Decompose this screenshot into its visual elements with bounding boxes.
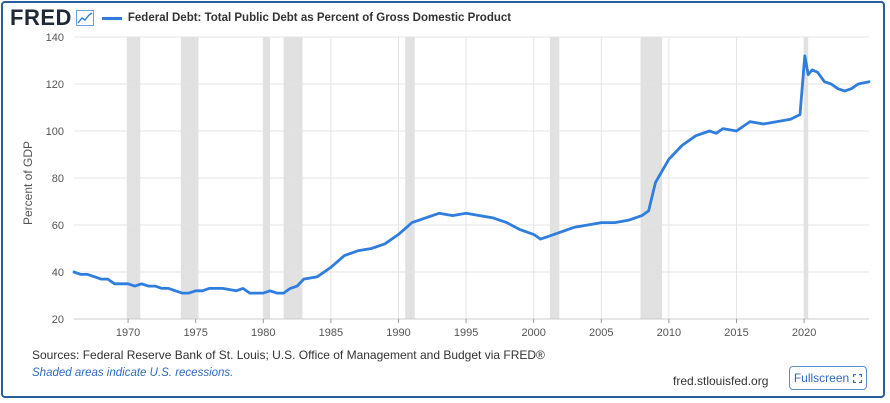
x-tick-label: 2010 [657,327,681,339]
x-tick-label: 2020 [792,327,816,339]
x-tick-label: 2005 [589,327,613,339]
x-tick-label: 1990 [386,327,410,339]
legend-label: Federal Debt: Total Public Debt as Perce… [127,12,512,24]
y-tick-label: 40 [52,267,64,279]
chart-frame [1,1,885,398]
y-tick-label: 60 [52,220,64,232]
x-tick-label: 1980 [251,327,275,339]
chart-header: FRED Federal Debt: Total Public Debt as … [10,5,512,30]
axes: 20 40 60 80 100 120 140 1970 1975 1980 1985 1990 199… [46,32,869,339]
site-link[interactable]: fred.stlouisfed.org [673,374,769,388]
line-graph-icon [75,10,94,26]
y-tick-label: 20 [52,314,64,326]
legend-swatch [101,16,122,20]
x-tick-label: 1970 [116,327,140,339]
y-tick-label: 140 [46,32,64,44]
fullscreen-label: Fullscreen [793,371,850,385]
y-axis-label: Percent of GDP [21,141,35,225]
x-tick-label: 2000 [521,327,545,339]
y-tick-label: 120 [46,79,64,91]
series-line-group [72,54,871,295]
x-tick-label: 2015 [724,327,748,339]
expand-icon [853,373,863,383]
x-tick-label: 1995 [454,327,478,339]
y-tick-label: 80 [52,173,64,185]
fullscreen-button[interactable]: Fullscreen [789,366,867,390]
x-tick-label: 1985 [319,327,343,339]
x-tick-label: 1975 [183,327,207,339]
series-line[interactable] [72,54,871,295]
y-tick-label: 100 [46,126,64,138]
sources-text: Sources: Federal Reserve Bank of St. Lou… [32,348,545,362]
recession-note: Shaded areas indicate U.S. recessions. [32,367,234,379]
fred-logo[interactable]: FRED [10,5,72,30]
